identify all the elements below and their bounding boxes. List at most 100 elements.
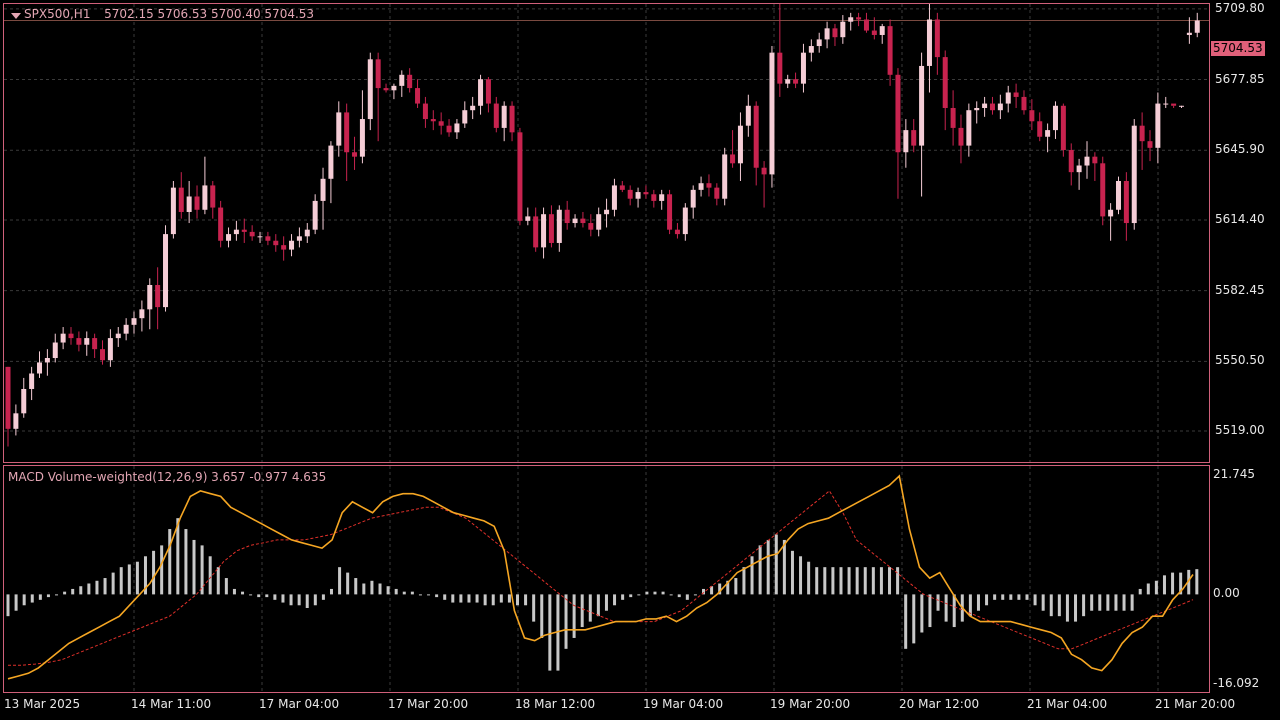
candle <box>785 74 791 89</box>
candle-body <box>328 145 334 179</box>
candle-body <box>241 229 247 232</box>
chart-menu-arrow-icon[interactable] <box>11 13 21 19</box>
time-tick-label: 21 Mar 04:00 <box>1027 697 1108 711</box>
candle <box>194 185 200 219</box>
candle-body <box>430 119 436 122</box>
histogram-bar <box>216 567 220 595</box>
candle <box>430 110 436 131</box>
candle-body <box>690 189 696 208</box>
candle-body <box>682 207 688 235</box>
candle <box>241 218 247 243</box>
candle-body <box>44 358 50 363</box>
candle <box>265 231 271 246</box>
histogram-bar <box>289 594 293 606</box>
candle <box>5 366 11 447</box>
candle-body <box>438 121 444 126</box>
candle <box>1178 105 1184 108</box>
histogram-bar <box>200 545 204 595</box>
histogram-bar <box>904 594 908 649</box>
candle <box>525 207 531 226</box>
candle-body <box>1037 121 1043 137</box>
candle-body <box>100 349 106 361</box>
histogram-bar <box>467 594 471 603</box>
histogram-bar <box>774 534 778 595</box>
candle <box>210 181 216 219</box>
candle <box>848 12 854 31</box>
candle-body <box>706 183 712 188</box>
histogram-bar <box>1065 594 1069 622</box>
histogram-bar <box>46 594 50 598</box>
candle-body <box>139 309 145 319</box>
candle-body <box>761 167 767 175</box>
candle-body <box>194 196 200 210</box>
histogram-bar <box>1138 588 1142 595</box>
candle <box>1005 85 1011 113</box>
candle-body <box>737 125 743 164</box>
candle <box>871 17 877 40</box>
histogram-bar <box>799 556 803 595</box>
candle <box>659 189 665 210</box>
candle-body <box>785 79 791 84</box>
ohlc-values: 5702.15 5706.53 5700.40 5704.53 <box>104 7 315 21</box>
candle-body <box>1005 92 1011 104</box>
macd-indicator-pane[interactable]: MACD Volume-weighted(12,26,9) 3.657 -0.9… <box>3 465 1210 693</box>
histogram-bar <box>879 567 883 595</box>
indicator-tick-label: 21.745 <box>1213 467 1255 481</box>
candle-body <box>375 59 381 89</box>
candle-body <box>233 229 239 235</box>
candle <box>131 311 137 334</box>
histogram-bar <box>645 591 649 595</box>
histogram-bar <box>750 556 754 595</box>
histogram-bar <box>685 594 689 600</box>
price-chart-pane[interactable]: SPX500,H1 5702.15 5706.53 5700.40 5704.5… <box>3 3 1210 463</box>
histogram-bar <box>702 588 706 595</box>
candle <box>517 127 523 226</box>
histogram-bar <box>71 588 75 595</box>
candle <box>674 223 680 239</box>
histogram-bar <box>95 580 99 595</box>
candle <box>1171 103 1177 108</box>
candle-body <box>548 214 554 243</box>
candle-body <box>611 185 617 210</box>
histogram-bar <box>451 594 455 603</box>
candle-body <box>1131 125 1137 224</box>
candle <box>226 227 232 248</box>
candle-body <box>942 57 948 108</box>
candle <box>60 327 66 350</box>
histogram-bar <box>1179 572 1183 595</box>
candlestick-chart[interactable] <box>4 4 1209 462</box>
candle-body <box>391 85 397 91</box>
histogram-bar <box>1017 594 1021 600</box>
chart-header: SPX500,H1 5702.15 5706.53 5700.40 5704.5… <box>24 7 314 21</box>
candle <box>808 39 814 62</box>
candle-body <box>344 112 350 153</box>
candle-body <box>1045 130 1051 137</box>
time-tick-label: 13 Mar 2025 <box>4 697 81 711</box>
candle <box>147 278 153 330</box>
candle <box>92 333 98 359</box>
candle <box>974 101 980 124</box>
candle-body <box>383 88 389 91</box>
candle <box>76 331 82 352</box>
macd-chart[interactable] <box>4 466 1209 692</box>
candle-body <box>289 240 295 250</box>
candle-body <box>1013 92 1019 97</box>
candle <box>485 77 491 113</box>
histogram-bar <box>362 583 366 595</box>
candle-body <box>131 318 137 325</box>
candle-body <box>304 229 310 237</box>
time-tick-label: 20 Mar 12:00 <box>899 697 980 711</box>
histogram-bar <box>710 586 714 595</box>
candle <box>730 130 736 168</box>
candle-body <box>493 103 499 128</box>
candle <box>619 181 625 193</box>
candle <box>1092 152 1098 182</box>
candle <box>596 207 602 237</box>
histogram-bar <box>920 594 924 633</box>
histogram-bar <box>249 594 253 596</box>
candle-body <box>257 236 263 238</box>
histogram-bar <box>152 550 156 595</box>
price-tick-label: 5709.80 <box>1215 0 1265 15</box>
candle-body <box>911 130 917 146</box>
candle <box>375 52 381 142</box>
